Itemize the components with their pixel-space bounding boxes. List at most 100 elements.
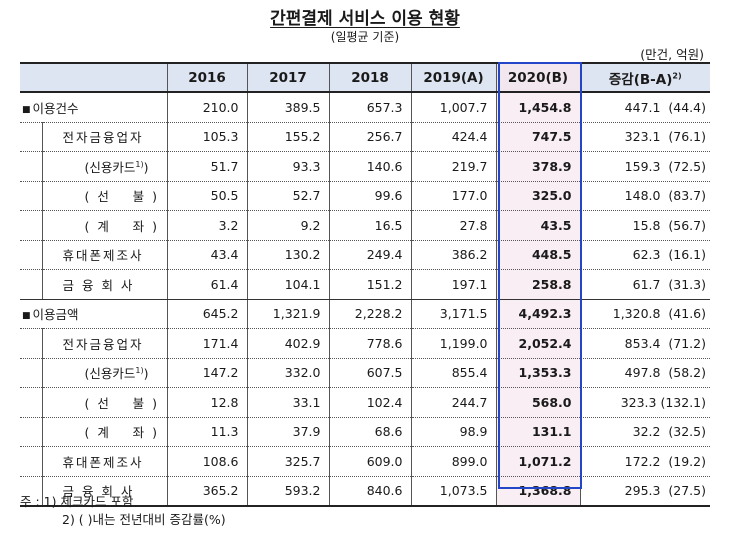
bullet-square-icon: ■	[22, 104, 31, 115]
table-row: 금 융 회 사 61.4 104.1 151.2 197.1 258.8 61.7 (31.…	[20, 269, 710, 300]
value-cell: 98.9	[410, 417, 496, 447]
row-label-text: ( 계 좌 )	[84, 218, 158, 234]
indent-cell	[20, 417, 42, 447]
table-row: (신용카드1)) 147.2 332.0 607.5 855.4 1,353.3 497.8…	[20, 358, 710, 388]
value-cell: 219.7	[410, 151, 496, 182]
value-cell: 3.2	[166, 210, 247, 241]
change-cell: 497.8 (58.2)	[579, 358, 710, 388]
value-cell: 1,071.2	[495, 446, 580, 477]
value-cell: 607.5	[328, 358, 411, 388]
value-cell: 1,454.8	[495, 92, 580, 123]
payment-service-table: 2016 2017 2018 2019(A) 2020(B) 증감(B-A)2)…	[20, 62, 710, 507]
row-label-end: )	[143, 366, 149, 382]
header-2019: 2019(A)	[410, 62, 496, 93]
row-label: ( 선 불 )	[41, 387, 167, 418]
value-cell: 108.6	[166, 446, 247, 477]
row-label-text: (신용카드	[84, 366, 136, 382]
table-row: (신용카드1)) 51.7 93.3 140.6 219.7 378.9 159.3 (72…	[20, 151, 710, 182]
row-label-end: )	[143, 159, 149, 175]
value-cell: 51.7	[166, 151, 247, 182]
row-label-text: 이용금액	[32, 307, 79, 323]
value-cell: 249.4	[328, 240, 411, 270]
value-cell: 256.7	[328, 122, 411, 152]
value-cell: 4,492.3	[495, 299, 580, 329]
table-row: ( 계 좌 ) 11.3 37.9 68.6 98.9 131.1 32.2 (32.5)	[20, 417, 710, 447]
table-row: ■ 이용건수 210.0 389.5 657.3 1,007.7 1,454.8 447.1 …	[20, 92, 710, 123]
value-cell: 37.9	[246, 417, 329, 447]
value-cell: 747.5	[495, 122, 580, 152]
row-label: ( 계 좌 )	[41, 210, 167, 241]
row-label: 전자금융업자	[41, 328, 167, 359]
value-cell: 1,073.5	[410, 476, 496, 507]
value-cell: 99.6	[328, 181, 411, 211]
value-cell: 424.4	[410, 122, 496, 152]
row-label-text: ( 선 불 )	[84, 395, 158, 411]
value-cell: 93.3	[246, 151, 329, 182]
change-cell: 148.0 (83.7)	[579, 181, 710, 211]
value-cell: 12.8	[166, 387, 247, 418]
change-cell: 323.1 (76.1)	[579, 122, 710, 152]
value-cell: 16.5	[328, 210, 411, 241]
value-cell: 147.2	[166, 358, 247, 388]
unit-label: (만건, 억원)	[640, 47, 704, 62]
value-cell: 2,228.2	[328, 299, 411, 329]
row-label: ■ 이용금액	[20, 299, 167, 329]
value-cell: 11.3	[166, 417, 247, 447]
indent-cell	[20, 181, 42, 211]
value-cell: 365.2	[166, 476, 247, 507]
change-cell: 295.3 (27.5)	[579, 476, 710, 507]
row-label: ■ 이용건수	[20, 92, 167, 123]
table-subtitle: (일평균 기준)	[330, 30, 400, 44]
table-row: ( 계 좌 ) 3.2 9.2 16.5 27.8 43.5 15.8 (56.7)	[20, 210, 710, 241]
footnote-marker: 1)	[135, 159, 144, 169]
value-cell: 155.2	[246, 122, 329, 152]
header-corner	[20, 62, 167, 93]
bullet-square-icon: ■	[22, 311, 31, 322]
change-cell: 853.4 (71.2)	[579, 328, 710, 359]
value-cell: 171.4	[166, 328, 247, 359]
value-cell: 402.9	[246, 328, 329, 359]
row-label-text: 휴대폰제조사	[62, 454, 144, 470]
row-label-text: 금 융 회 사	[62, 277, 135, 293]
change-cell: 323.3 (132.1)	[579, 387, 710, 418]
indent-cell	[20, 446, 42, 477]
value-cell: 1,321.9	[246, 299, 329, 329]
table-row: ■ 이용금액 645.2 1,321.9 2,228.2 3,171.5 4,492.3 1,…	[20, 299, 710, 329]
value-cell: 33.1	[246, 387, 329, 418]
value-cell: 325.0	[495, 181, 580, 211]
value-cell: 102.4	[328, 387, 411, 418]
value-cell: 3,171.5	[410, 299, 496, 329]
change-cell: 61.7 (31.3)	[579, 269, 710, 300]
table-row: ( 선 불 ) 12.8 33.1 102.4 244.7 568.0 323.3 (132…	[20, 387, 710, 418]
footnote-marker: 1)	[135, 366, 144, 376]
value-cell: 258.8	[495, 269, 580, 300]
value-cell: 104.1	[246, 269, 329, 300]
value-cell: 43.4	[166, 240, 247, 270]
value-cell: 899.0	[410, 446, 496, 477]
header-row: 2016 2017 2018 2019(A) 2020(B) 증감(B-A)2)	[20, 62, 710, 93]
table-row: 금 융 회 사 365.2 593.2 840.6 1,073.5 1,368.8 295.…	[20, 476, 710, 507]
value-cell: 140.6	[328, 151, 411, 182]
value-cell: 2,052.4	[495, 328, 580, 359]
row-label: 전자금융업자	[41, 122, 167, 152]
value-cell: 609.0	[328, 446, 411, 477]
value-cell: 27.8	[410, 210, 496, 241]
value-cell: 9.2	[246, 210, 329, 241]
value-cell: 177.0	[410, 181, 496, 211]
row-label-text: ( 계 좌 )	[84, 425, 158, 441]
indent-cell	[20, 476, 42, 507]
value-cell: 645.2	[166, 299, 247, 329]
change-cell: 15.8 (56.7)	[579, 210, 710, 241]
row-label: 금 융 회 사	[41, 476, 167, 507]
row-label-text: (신용카드	[84, 159, 136, 175]
note-1: 주 : 1) 체크카드 포함	[20, 494, 134, 509]
change-cell: 172.2 (19.2)	[579, 446, 710, 477]
header-2018: 2018	[328, 62, 411, 93]
value-cell: 61.4	[166, 269, 247, 300]
value-cell: 43.5	[495, 210, 580, 241]
row-label: 휴대폰제조사	[41, 446, 167, 477]
indent-cell	[20, 328, 42, 359]
value-cell: 1,007.7	[410, 92, 496, 123]
value-cell: 568.0	[495, 387, 580, 418]
indent-cell	[20, 240, 42, 270]
